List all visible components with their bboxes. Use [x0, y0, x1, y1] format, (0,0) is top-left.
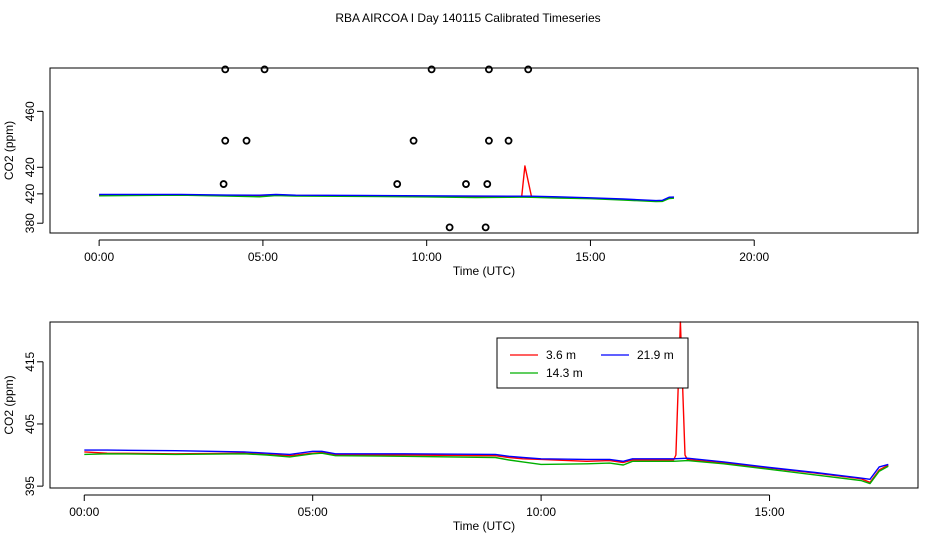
y-tick-label: 380 [23, 213, 37, 233]
outlier-point [221, 65, 230, 74]
y-tick-label: 420 [23, 157, 37, 177]
outlier-point [221, 136, 230, 145]
outlier-point [462, 180, 470, 188]
x-tick-label: 15:00 [755, 505, 785, 519]
series-line-3-6-m [84, 321, 889, 484]
outlier-point [485, 65, 493, 74]
outlier-point [260, 65, 269, 74]
y-tick-label: 395 [23, 476, 37, 496]
x-axis-label: Time (UTC) [453, 519, 515, 533]
outlier-point [524, 65, 533, 74]
y-axis-label: CO2 (ppm) [2, 375, 16, 434]
series-line-14-3-m [99, 194, 675, 203]
outlier-point [485, 136, 493, 145]
legend-label: 21.9 m [637, 348, 674, 362]
series-line-21-9-m [99, 193, 675, 202]
plot-frame [49, 321, 919, 489]
outlier-point [483, 180, 492, 188]
x-tick-label: 20:00 [739, 250, 769, 264]
outlier-point [242, 136, 251, 145]
x-tick-label: 10:00 [412, 250, 442, 264]
x-tick-label: 00:00 [84, 250, 114, 264]
outlier-point [427, 65, 436, 74]
legend: 3.6 m 21.9 m 14.3 m [496, 337, 689, 389]
x-tick-label: 15:00 [575, 250, 605, 264]
chart-title: RBA AIRCOA I Day 140115 Calibrated Times… [335, 11, 600, 25]
y-axis-label: CO2 (ppm) [2, 121, 16, 180]
x-tick-label: 10:00 [526, 505, 556, 519]
outlier-point [481, 223, 490, 232]
outlier-point [409, 136, 418, 145]
x-axis-label: Time (UTC) [453, 264, 515, 278]
panel-1: 00:00 05:00 10:00 15:00 20:00 Time (UTC) 380 42… [2, 65, 919, 278]
outlier-point [504, 136, 513, 145]
outlier-point [219, 180, 228, 188]
series-line-14-3-m [84, 452, 889, 485]
y-tick-label: 420 [23, 184, 37, 204]
legend-box [496, 337, 689, 389]
panel-2: 00:00 05:00 10:00 15:00 Time (UTC) 395 405 415 C… [2, 321, 919, 533]
chart-panels: 00:00 05:00 10:00 15:00 20:00 Time (UTC) 380 42… [2, 65, 919, 533]
y-tick-label: 415 [23, 351, 37, 371]
series-line-21-9-m [84, 449, 889, 480]
y-tick-label: 460 [23, 101, 37, 121]
x-tick-label: 05:00 [248, 250, 278, 264]
legend-label: 14.3 m [546, 366, 583, 380]
x-tick-label: 05:00 [298, 505, 328, 519]
y-tick-label: 405 [23, 414, 37, 434]
legend-label: 3.6 m [546, 348, 576, 362]
x-tick-label: 00:00 [69, 505, 99, 519]
outlier-point [445, 223, 454, 232]
plot-frame [49, 67, 919, 234]
outlier-point [393, 180, 402, 188]
